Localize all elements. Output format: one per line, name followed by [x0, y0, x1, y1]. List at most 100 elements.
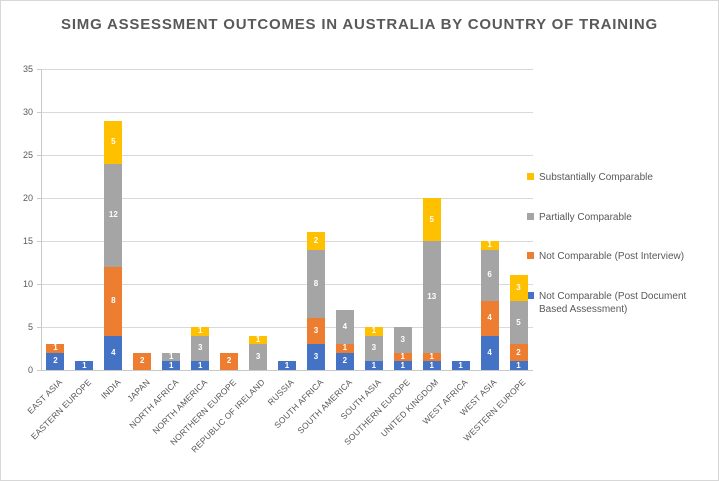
bar-segment: 4: [480, 301, 499, 336]
bar-value-label: 3: [400, 334, 405, 344]
bar-value-label: 1: [371, 360, 377, 370]
bar-value-label: 1: [429, 360, 434, 370]
bar-value-label: 2: [313, 235, 319, 245]
bar-segment: 1: [249, 335, 268, 345]
gridline: [41, 241, 533, 242]
bar-value-label: 3: [313, 352, 319, 362]
bar-segment: 3: [306, 318, 325, 345]
bar-segment: 8: [104, 266, 123, 336]
bar-value-label: 1: [458, 360, 463, 370]
bar-segment: 1: [278, 361, 296, 370]
chart-title: SIMG ASSESSMENT OUTCOMES IN AUSTRALIA BY…: [61, 16, 658, 33]
bar-value-label: 1: [371, 326, 377, 336]
bar-segment: 1: [451, 360, 470, 370]
bar-segment: 3: [191, 335, 210, 362]
bar-segment: 1: [191, 326, 210, 336]
bar-value-label: 12: [108, 210, 118, 220]
y-tick-label: 20: [22, 193, 33, 203]
y-axis-tick: [37, 155, 41, 156]
y-tick-label: 0: [27, 365, 33, 375]
bar-value-label: 1: [400, 360, 405, 370]
bar-value-label: 1: [284, 360, 290, 370]
bar-segment: 8: [306, 249, 325, 319]
y-axis-tick: [37, 69, 41, 70]
legend-label: Substantially Comparable: [539, 172, 653, 183]
bar-value-label: 1: [516, 360, 521, 370]
bar-segment: 5: [509, 301, 528, 345]
legend-label: Not Comparable (Post Interview): [539, 251, 685, 262]
legend-item: Partially Comparable: [527, 211, 709, 225]
bar-value-label: 1: [169, 352, 174, 362]
bar-value-label: 3: [516, 283, 521, 293]
y-axis-tick: [37, 284, 41, 285]
bar-value-label: 1: [400, 352, 405, 362]
y-axis-tick: [37, 370, 41, 371]
bar-value-label: 4: [487, 347, 492, 357]
bar-segment: 2: [306, 232, 325, 250]
bar-segment: 1: [75, 361, 94, 370]
bar-segment: 1: [162, 360, 181, 370]
bar-segment: 1: [393, 352, 412, 362]
bar-value-label: 6: [487, 270, 492, 280]
gridline: [41, 198, 533, 199]
bar-segment: 1: [162, 352, 181, 362]
bar-value-label: 3: [255, 352, 261, 362]
x-category-label: JAPAN: [124, 377, 152, 404]
bar-segment: 1: [422, 360, 441, 370]
bar-segment: 2: [133, 352, 152, 370]
legend-swatch: [527, 252, 534, 259]
bar-segment: 1: [364, 326, 383, 336]
bar-segment: 1: [422, 352, 441, 362]
bar-segment: 3: [509, 275, 528, 302]
bar-value-label: 1: [53, 343, 58, 353]
bar-value-label: 13: [427, 291, 437, 301]
y-axis-tick: [37, 327, 41, 328]
x-category-label: INDIA: [98, 377, 123, 401]
bar-segment: 13: [422, 241, 441, 353]
bar-value-label: 2: [226, 356, 232, 366]
bar-value-label: 2: [516, 347, 521, 357]
bar-segment: 1: [46, 343, 65, 353]
legend-item: Not Comparable (Post Interview): [527, 250, 709, 264]
bar-value-label: 2: [140, 356, 145, 366]
bar-value-label: 4: [487, 313, 492, 323]
gridline: [41, 112, 533, 113]
bar-segment: 4: [480, 335, 499, 370]
bar-value-label: 2: [53, 356, 58, 366]
bar-value-label: 3: [313, 326, 319, 336]
bar-segment: 2: [509, 344, 528, 362]
bar-value-label: 8: [313, 278, 319, 288]
y-axis-tick: [37, 241, 41, 242]
bar-segment: 1: [364, 360, 383, 370]
bar-value-label: 2: [342, 356, 348, 366]
y-tick-label: 5: [27, 322, 33, 332]
bar-value-label: 1: [197, 326, 203, 336]
gridline: [41, 155, 533, 156]
legend-label: Partially Comparable: [539, 211, 632, 223]
y-tick-label: 30: [22, 107, 33, 117]
bar-value-label: 1: [487, 240, 492, 250]
bar-segment: 1: [509, 360, 528, 370]
bar-segment: 2: [220, 352, 239, 370]
bar-segment: 12: [104, 163, 123, 267]
bar-value-label: 5: [111, 137, 116, 147]
bar-segment: 4: [335, 309, 354, 345]
legend-swatch: [527, 212, 534, 220]
bar-value-label: 1: [169, 360, 174, 370]
bar-segment: 5: [422, 198, 441, 241]
bar-segment: 3: [249, 344, 268, 370]
bar-segment: 3: [364, 335, 383, 362]
y-tick-label: 35: [22, 64, 33, 74]
y-axis-tick: [37, 112, 41, 113]
bar-value-label: 1: [197, 360, 203, 370]
bar-segment: 3: [306, 344, 325, 370]
legend-item: Not Comparable (Post Document Based Asse…: [527, 290, 709, 317]
bar-value-label: 5: [429, 214, 434, 224]
x-axis-line: [41, 370, 533, 371]
bar-segment: 1: [191, 360, 210, 370]
y-tick-label: 15: [22, 236, 33, 246]
bar-segment: 6: [480, 249, 499, 302]
bar-value-label: 1: [429, 352, 434, 362]
bar-segment: 1: [480, 240, 499, 250]
